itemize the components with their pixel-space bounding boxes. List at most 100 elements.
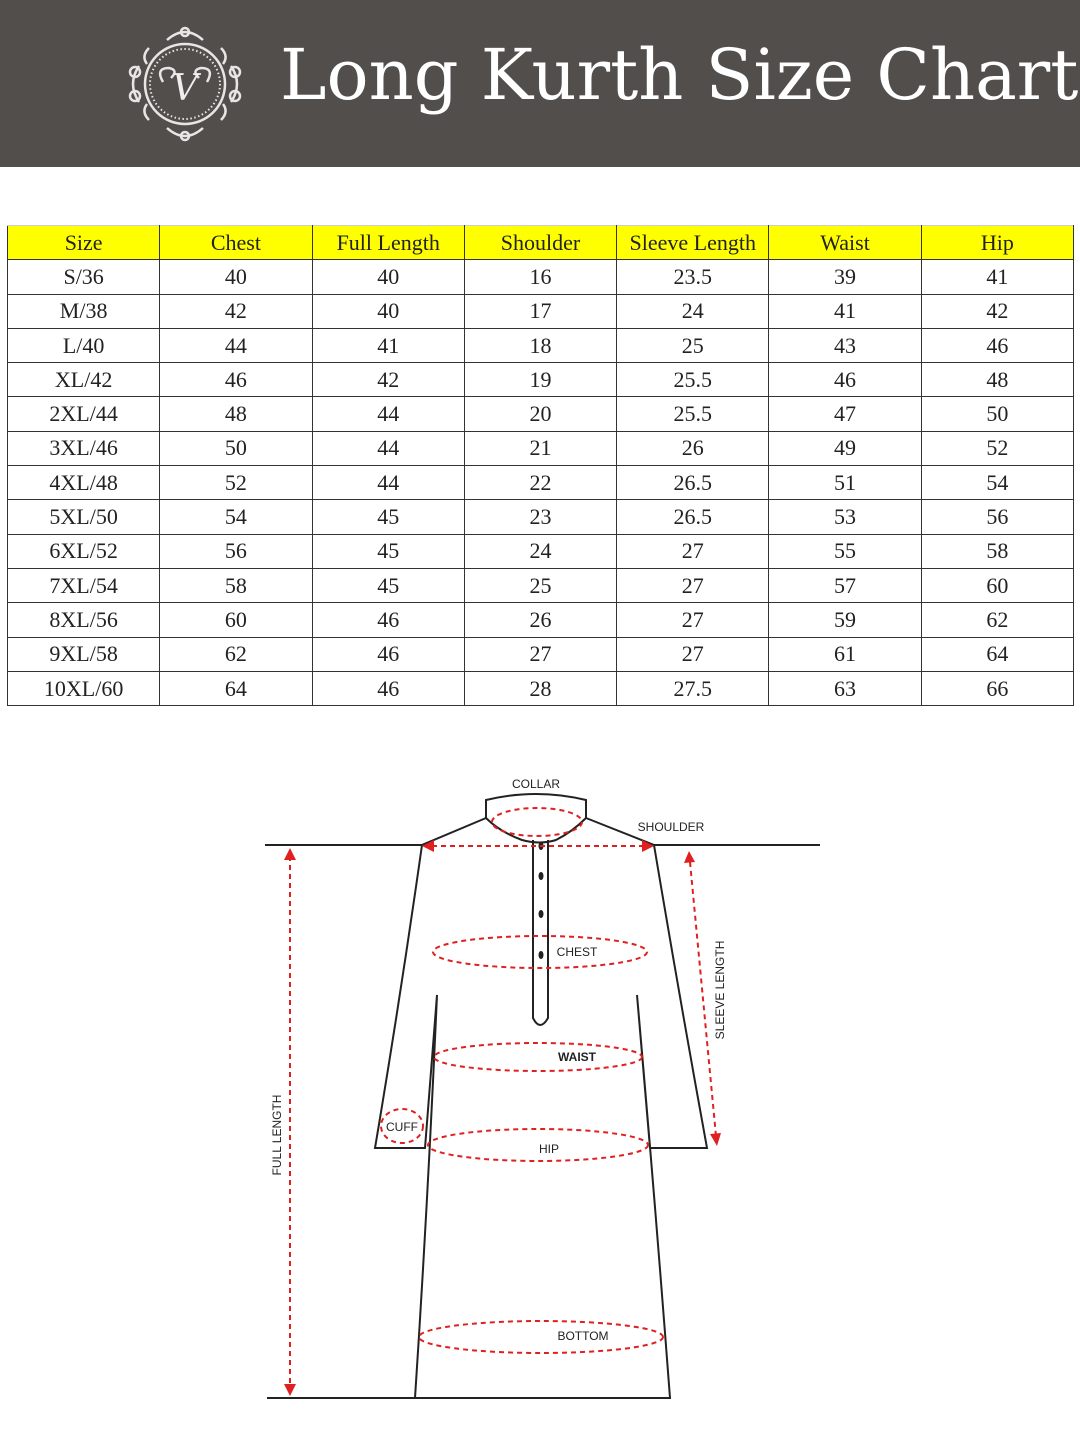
measurement-cell: 66 (920, 670, 1075, 707)
measurement-cell: 20 (463, 396, 618, 432)
table-row: S/36 40 40 16 23.5 39 41 (6, 259, 1075, 295)
measurement-cell: 42 (920, 293, 1075, 329)
table-row: L/40 44 41 18 25 43 46 (6, 327, 1075, 364)
table-row: 5XL/50 54 45 23 26.5 53 56 (6, 499, 1075, 535)
size-cell: M/38 (6, 293, 161, 329)
measurement-cell: 64 (920, 636, 1075, 672)
measurement-cell: 59 (768, 602, 922, 638)
chest-measure (432, 935, 648, 969)
size-cell: L/40 (6, 327, 161, 364)
column-header: Full Length (311, 224, 465, 261)
measurement-cell: 58 (920, 533, 1075, 569)
measurement-cell: 23 (463, 499, 618, 535)
buttons (538, 842, 544, 959)
measurement-cell: 62 (920, 602, 1075, 638)
measurement-cell: 44 (311, 465, 465, 501)
measurement-cell: 45 (311, 533, 465, 569)
measurement-cell: 23.5 (616, 259, 770, 295)
measurement-cell: 26.5 (616, 465, 770, 501)
column-header: Sleeve Length (616, 224, 770, 261)
measurement-cell: 24 (616, 293, 770, 329)
measurement-cell: 16 (463, 259, 618, 295)
measurement-cell: 52 (920, 430, 1075, 467)
kurta-outline (265, 793, 820, 1399)
measurement-cell: 51 (768, 465, 922, 501)
measurement-cell: 24 (463, 533, 618, 569)
measurement-cell: 48 (920, 362, 1075, 398)
measurement-cell: 58 (159, 567, 313, 604)
kurta-body (373, 817, 709, 1399)
label-hip: HIP (539, 1142, 559, 1156)
measurement-cell: 28 (463, 670, 618, 707)
measurement-cell: 21 (463, 430, 618, 467)
measurement-cell: 44 (311, 396, 465, 432)
measurement-cell: 49 (768, 430, 922, 467)
measurement-cell: 40 (159, 259, 313, 295)
label-collar: COLLAR (512, 777, 560, 791)
measurement-cell: 44 (311, 430, 465, 467)
table-header-row: Size Chest Full Length Shoulder Sleeve Lengt… (6, 224, 1075, 261)
measure-lines (289, 807, 717, 1388)
table-row: 3XL/46 50 44 21 26 49 52 (6, 430, 1075, 467)
measurement-cell: 19 (463, 362, 618, 398)
measurement-cell: 53 (768, 499, 922, 535)
cuff-measure (380, 1108, 424, 1144)
table-row: 7XL/54 58 45 25 27 57 60 (6, 567, 1075, 604)
bottom-measure (418, 1320, 664, 1354)
measurement-cell: 42 (311, 362, 465, 398)
measurement-cell: 27.5 (616, 670, 770, 707)
size-cell: 8XL/56 (6, 602, 161, 638)
table-body: S/36 40 40 16 23.5 39 41 M/38 42 40 17 24 41 42 L/40 44… (6, 259, 1075, 707)
measurement-cell: 44 (159, 327, 313, 364)
label-cuff: CUFF (386, 1120, 418, 1134)
label-full-length: FULL LENGTH (270, 1095, 284, 1176)
column-header: Hip (920, 224, 1075, 261)
measurement-cell: 56 (920, 499, 1075, 535)
measurement-cell: 46 (768, 362, 922, 398)
measurement-cell: 55 (768, 533, 922, 569)
label-sleeve-length: SLEEVE LENGTH (713, 941, 727, 1040)
table-row: 2XL/44 48 44 20 25.5 47 50 (6, 396, 1075, 432)
size-cell: 5XL/50 (6, 499, 161, 535)
measurement-cell: 40 (311, 259, 465, 295)
collar-shape (485, 793, 587, 844)
measurement-cell: 27 (616, 567, 770, 604)
size-cell: 3XL/46 (6, 430, 161, 467)
table-row: M/38 42 40 17 24 41 42 (6, 293, 1075, 329)
measurement-cell: 26.5 (616, 499, 770, 535)
measurement-cell: 26 (616, 430, 770, 467)
measurement-cell: 48 (159, 396, 313, 432)
collar-measure (491, 807, 583, 837)
measurement-cell: 41 (311, 327, 465, 364)
measurement-cell: 60 (920, 567, 1075, 604)
size-chart-table: Size Chest Full Length Shoulder Sleeve Lengt… (6, 224, 1075, 707)
measurement-cell: 45 (311, 567, 465, 604)
measurement-cell: 45 (311, 499, 465, 535)
measurement-cell: 25 (463, 567, 618, 604)
measurement-cell: 27 (616, 533, 770, 569)
measurement-cell: 63 (768, 670, 922, 707)
label-chest: CHEST (557, 945, 598, 959)
label-bottom: BOTTOM (557, 1329, 608, 1343)
measurement-cell: 62 (159, 636, 313, 672)
column-header: Shoulder (463, 224, 618, 261)
placket (532, 840, 549, 1026)
size-cell: 2XL/44 (6, 396, 161, 432)
label-waist: WAIST (558, 1050, 597, 1064)
measurement-cell: 46 (920, 327, 1075, 364)
measurement-cell: 27 (616, 636, 770, 672)
arrowheads (284, 840, 721, 1396)
table-row: 8XL/56 60 46 26 27 59 62 (6, 602, 1075, 638)
brand-logo: V (128, 26, 242, 142)
size-cell: 10XL/60 (6, 670, 161, 707)
waist-measure (433, 1042, 643, 1072)
column-header: Waist (768, 224, 922, 261)
sleeve-length-measure (689, 861, 717, 1137)
column-header: Size (6, 224, 161, 261)
header-banner: V Long Kurth Size Chart (0, 0, 1080, 167)
measurement-cell: 60 (159, 602, 313, 638)
table-row: 10XL/60 64 46 28 27.5 63 66 (6, 670, 1075, 707)
measurement-cell: 18 (463, 327, 618, 364)
measurement-cell: 41 (920, 259, 1075, 295)
measurement-cell: 40 (311, 293, 465, 329)
